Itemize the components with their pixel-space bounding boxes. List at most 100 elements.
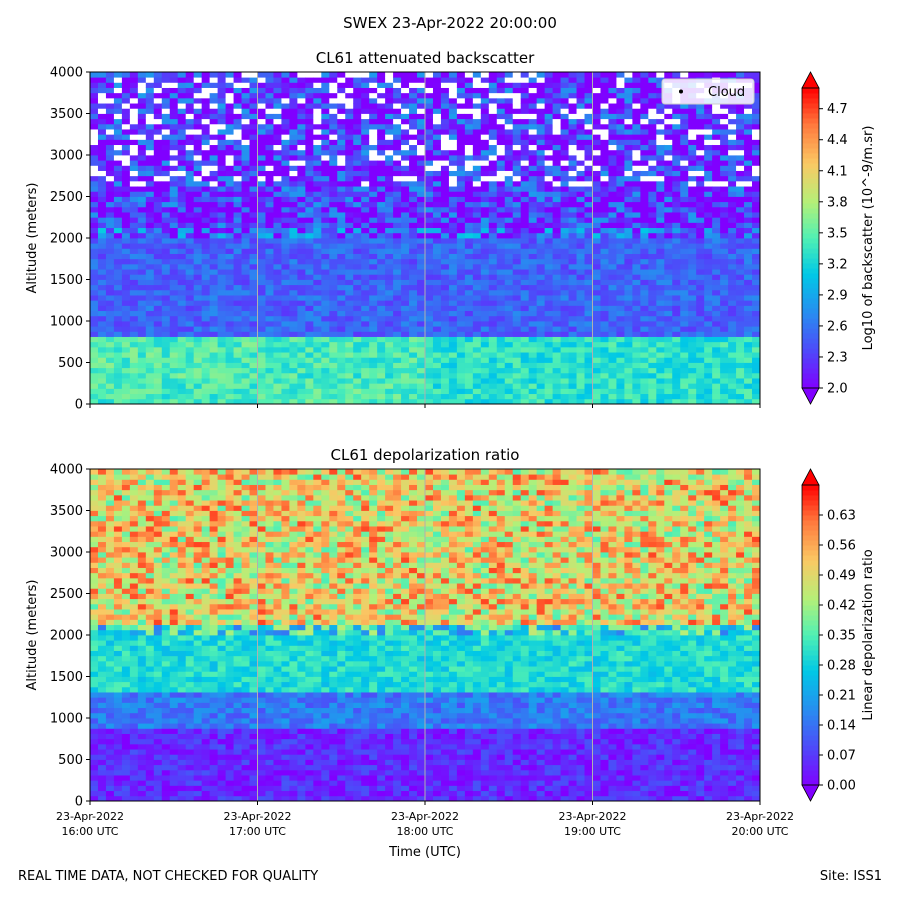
heatmap-cell	[520, 87, 530, 94]
heatmap-cell	[512, 196, 522, 203]
heatmap-cell	[217, 87, 226, 94]
heatmap-cell	[289, 82, 298, 88]
heatmap-cell	[233, 129, 242, 135]
heatmap-cell	[648, 352, 657, 358]
heatmap-cell	[552, 243, 561, 249]
heatmap-cell	[97, 118, 107, 125]
heatmap-cell	[664, 310, 673, 317]
heatmap-cell	[90, 393, 99, 400]
heatmap-cell	[225, 341, 234, 348]
heatmap-cell	[121, 165, 131, 171]
heatmap-cell	[696, 284, 705, 291]
heatmap-cell	[297, 331, 306, 337]
heatmap-cell	[225, 201, 234, 208]
heatmap-cell	[584, 279, 593, 286]
heatmap-cell	[504, 92, 514, 99]
heatmap-cell	[600, 263, 609, 270]
heatmap-cell	[544, 196, 554, 203]
heatmap-cell	[305, 362, 314, 369]
heatmap-cell	[440, 113, 450, 120]
heatmap-cell	[353, 201, 362, 208]
heatmap-cell	[536, 72, 546, 78]
heatmap-cell	[680, 155, 689, 161]
heatmap-cell	[241, 367, 250, 374]
heatmap-cell	[640, 378, 649, 384]
heatmap-cell	[624, 92, 633, 99]
heatmap-cell	[432, 191, 442, 197]
heatmap-cell	[664, 123, 673, 130]
heatmap-cell	[321, 92, 330, 99]
heatmap-cell	[456, 97, 466, 104]
heatmap-cell	[257, 362, 266, 369]
heatmap-cell	[624, 149, 633, 156]
heatmap-cell	[448, 118, 458, 125]
heatmap-cell	[121, 367, 131, 374]
heatmap-cell	[409, 97, 418, 104]
heatmap-cell	[704, 300, 713, 306]
heatmap-cell	[417, 160, 426, 166]
heatmap-cell	[568, 305, 577, 312]
heatmap-cell	[137, 87, 147, 94]
heatmap-cell	[185, 201, 195, 208]
heatmap-cell	[161, 160, 171, 166]
heatmap-cell	[528, 289, 538, 296]
heatmap-cell	[512, 149, 522, 156]
heatmap-cell	[161, 92, 171, 99]
heatmap-cell	[616, 378, 625, 384]
heatmap-cell	[153, 357, 163, 363]
heatmap-cell	[241, 362, 250, 369]
heatmap-cell	[257, 243, 266, 249]
heatmap-cell	[440, 248, 450, 254]
heatmap-cell	[105, 388, 115, 395]
heatmap-cell	[329, 383, 338, 389]
heatmap-cell	[353, 253, 362, 260]
heatmap-cell	[425, 92, 434, 99]
heatmap-cell	[648, 341, 657, 348]
heatmap-cell	[185, 196, 195, 203]
heatmap-cell	[257, 206, 266, 213]
heatmap-cell	[488, 144, 498, 151]
heatmap-cell	[305, 222, 314, 229]
heatmap-cell	[536, 378, 546, 384]
heatmap-cell	[90, 212, 99, 218]
heatmap-cell	[281, 279, 290, 286]
heatmap-cell	[281, 139, 290, 146]
heatmap-cell	[504, 186, 514, 192]
heatmap-cell	[464, 217, 474, 223]
heatmap-cell	[217, 129, 226, 135]
heatmap-cell	[472, 97, 482, 104]
heatmap-cell	[393, 279, 402, 286]
heatmap-cell	[688, 123, 697, 130]
heatmap-cell	[417, 113, 426, 120]
heatmap-cell	[512, 398, 522, 405]
heatmap-cell	[233, 289, 242, 296]
heatmap-cell	[472, 398, 482, 405]
heatmap-cell	[448, 274, 458, 280]
heatmap-cell	[321, 123, 330, 130]
heatmap-cell	[417, 357, 426, 363]
heatmap-cell	[432, 232, 442, 239]
heatmap-cell	[225, 144, 234, 151]
heatmap-cell	[185, 212, 195, 218]
heatmap-cell	[536, 258, 546, 265]
heatmap-cell	[241, 269, 250, 275]
heatmap-cell	[393, 326, 402, 332]
heatmap-cell	[201, 263, 211, 270]
heatmap-cell	[488, 378, 498, 384]
heatmap-cell	[624, 139, 633, 146]
heatmap-cell	[664, 108, 673, 114]
heatmap-cell	[353, 331, 362, 337]
heatmap-cell	[417, 372, 426, 379]
heatmap-cell	[161, 227, 171, 234]
heatmap-cell	[361, 383, 370, 389]
heatmap-cell	[209, 263, 219, 270]
heatmap-cell	[137, 118, 147, 125]
heatmap-cell	[504, 77, 514, 83]
heatmap-cell	[393, 284, 402, 291]
heatmap-cell	[432, 129, 442, 135]
heatmap-cell	[289, 129, 298, 135]
heatmap-cell	[448, 398, 458, 405]
heatmap-cell	[417, 289, 426, 296]
heatmap-cell	[512, 393, 522, 400]
heatmap-cell	[241, 383, 250, 389]
